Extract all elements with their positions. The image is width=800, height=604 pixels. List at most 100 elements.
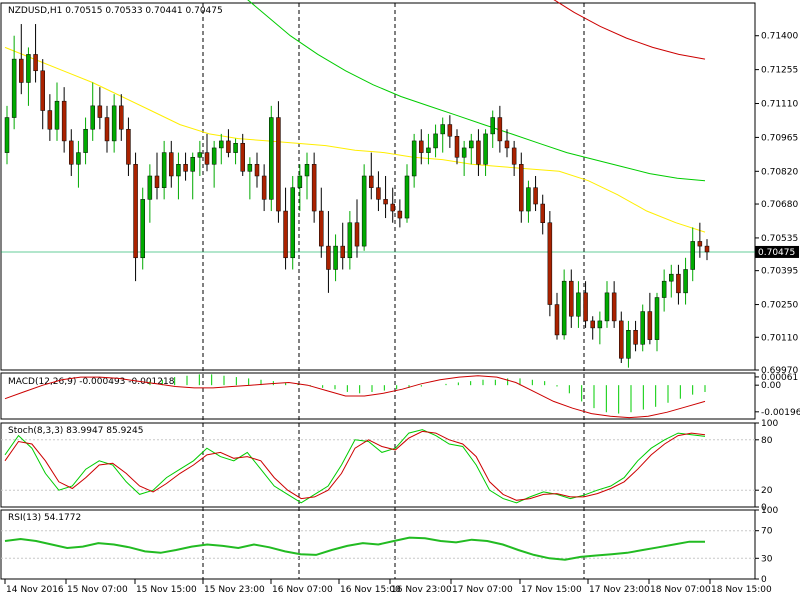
candle-body [590,320,595,329]
price-tick-label: 0.70535 [761,234,798,244]
candle-body [383,199,388,205]
rsi-line [4,536,705,561]
moving-average-line [247,0,706,182]
candle-body [326,245,331,270]
candle-body [476,140,481,165]
macd-tick-label: 0.00 [761,381,781,391]
candle-body [254,164,260,177]
stochastic-frame [0,422,756,508]
candle-body [704,245,710,253]
candle-body [433,133,438,149]
current-price-box [755,245,799,258]
x-tick-label: 18 Nov 15:00 [711,585,772,595]
rsi-tick-label: 0 [761,575,767,585]
candle-body [676,273,681,294]
candle-body [347,222,353,259]
price-tick-label: 0.70680 [761,200,798,210]
candle-body [304,164,310,177]
candle-body [533,187,538,205]
price-panel: NZDUSD,H1 0.70515 0.70533 0.70441 0.7047… [0,0,799,579]
price-tick-label: 0.69970 [761,366,798,376]
price-tick-label: 0.70820 [761,167,798,177]
x-tick-label: 17 Nov 07:00 [452,585,513,595]
rsi-tick-label: 70 [761,527,773,537]
price-tick-label: 0.70965 [761,133,798,143]
x-tick-label: 15 Nov 15:00 [136,585,197,595]
x-tick-label: 16 Nov 15:00 [340,585,401,595]
x-axis: 14 Nov 2016 15 Nov 07:00 15 Nov 15:00 15 No… [4,579,772,595]
candle-body [261,175,267,200]
candle-body [597,320,603,329]
candle-body [283,210,288,259]
candle-body [683,269,688,294]
candle-body [54,100,60,130]
x-tick-label: 17 Nov 23:00 [589,585,650,595]
candle-body [161,152,167,188]
candle-body [454,135,460,158]
candle-body [126,128,131,165]
candle-body [133,164,138,259]
candle-body [119,105,124,130]
x-tick-label: 16 Nov 23:00 [391,585,452,595]
candle-body [576,292,581,317]
stochastic-tick-label: 100 [761,419,778,429]
candle-body [83,128,88,153]
candle-body [204,152,210,165]
candle-body [154,175,160,188]
candle-body [11,58,17,118]
current-price-label: 0.70475 [758,248,795,258]
candle-body [604,292,610,322]
candle-body [247,164,253,172]
candle-body [19,58,24,83]
stochastic-line [4,429,706,504]
candle-body [233,143,238,153]
candle-body [504,140,510,149]
chart-title: NZDUSD,H1 0.70515 0.70533 0.70441 0.7047… [8,6,223,16]
candle-body [661,280,667,298]
stochastic-tick-label: 0 [761,503,767,513]
candle-body [633,330,638,345]
candle-body [269,117,274,200]
candle-body [583,292,588,322]
moving-average-line [553,0,706,60]
candle-body [290,187,295,259]
candle-body [497,117,503,142]
candle-body [297,175,303,188]
candle-body [626,330,631,359]
macd-panel: MACD(12,26,9) -0.000493 -0.001218 0.00061… [0,372,800,420]
candle-body [669,273,674,282]
rsi-panel: RSI(13) 54.1772 100 70 30 0 [0,506,778,585]
rsi-frame [0,509,756,580]
candle-body [183,164,188,172]
candle-body [611,292,617,322]
candle-body [140,199,145,259]
candle-body [4,117,10,153]
candle-body [361,175,367,247]
candle-body [554,304,560,336]
stochastic-tick-label: 20 [761,486,773,496]
candle-body [340,245,345,259]
candle-body [426,147,431,153]
candle-body [333,245,338,270]
candle-body [190,157,195,172]
rsi-tick-label: 30 [761,554,773,564]
candle-body [419,140,424,153]
price-tick-label: 0.71110 [761,100,798,110]
candle-body [69,140,74,165]
x-tick-label: 15 Nov 23:00 [204,585,265,595]
candle-body [526,187,531,212]
candle-body [369,175,374,188]
candle-body [440,124,445,135]
candle-body [547,222,553,305]
candle-body [26,54,31,83]
candle-body [311,164,317,212]
candle-body [569,280,574,317]
candle-body [169,152,174,177]
candle-body [411,140,417,177]
candle-body [147,175,153,200]
x-tick-label: 17 Nov 15:00 [521,585,582,595]
candle-body [226,140,231,153]
